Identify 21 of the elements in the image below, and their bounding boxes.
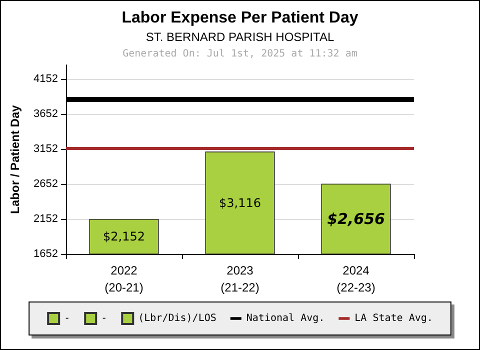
x-tick-label: 2023 (21-22) [220, 264, 260, 294]
data-label: $2,152 [103, 230, 145, 244]
y-tick-label: 2152 [34, 213, 58, 225]
chart-subtitle: ST. BERNARD PARISH HOSPITAL [146, 30, 334, 44]
legend-label: National Avg. [246, 313, 325, 324]
chart-title: Labor Expense Per Patient Day [122, 10, 358, 26]
y-tick-label: 3152 [34, 143, 58, 155]
y-tick-label: 2652 [34, 178, 58, 190]
y-tick-label: 3652 [34, 108, 58, 120]
data-label: $2,656 [327, 210, 385, 228]
y-tick-label: 4152 [34, 73, 58, 85]
legend-label: (Lbr/Dis)/LOS [138, 313, 216, 324]
y-tick-label: 1652 [34, 248, 58, 260]
x-tick-label: 2024 (22-23) [336, 264, 376, 294]
x-tick-label: 2022 (20-21) [104, 264, 144, 294]
y-axis-title: Labor / Patient Day [8, 104, 22, 214]
legend-label: - [64, 313, 70, 324]
legend-label: LA State Avg. [354, 313, 433, 324]
text: Generated On: Jul 1st, 2025 at 11:32 am [122, 48, 358, 60]
legend-label: - [101, 313, 108, 324]
data-label: $3,116 [219, 196, 261, 210]
